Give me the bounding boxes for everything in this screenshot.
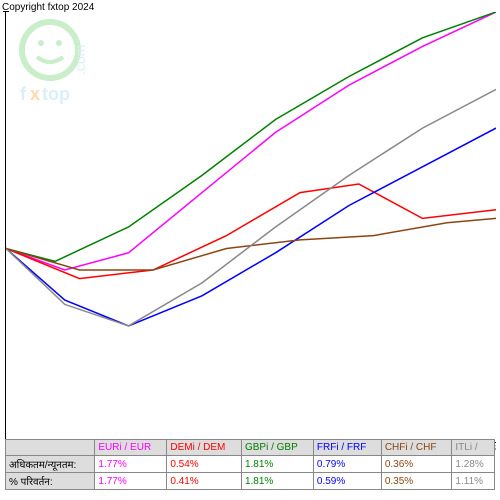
table-cell: 0.41% xyxy=(167,473,242,490)
svg-text:x: x xyxy=(30,84,40,104)
svg-text:f: f xyxy=(20,84,27,104)
table-cell: 0.35% xyxy=(381,473,452,490)
table-header: CHFi / CHF xyxy=(381,440,452,456)
watermark-logo: .com f x top xyxy=(5,15,115,105)
table-header: DEMi / DEM xyxy=(167,440,242,456)
table-header: GBPi / GBP xyxy=(241,440,313,456)
table-cell: 0.54% xyxy=(167,456,242,473)
svg-text:.com: .com xyxy=(72,45,88,75)
series-line xyxy=(6,184,496,279)
table-header: FRFi / FRF xyxy=(313,440,381,456)
series-line xyxy=(6,218,496,270)
table-cell: 1.81% xyxy=(241,456,313,473)
table-header xyxy=(6,440,95,456)
data-table-wrap: EURi / EURDEMi / DEMGBPi / GBPFRFi / FRF… xyxy=(5,439,495,490)
table-cell: 0.79% xyxy=(313,456,381,473)
table-header: ITLi / xyxy=(452,440,495,456)
data-table: EURi / EURDEMi / DEMGBPi / GBPFRFi / FRF… xyxy=(5,439,495,490)
table-cell: 1.77% xyxy=(95,456,167,473)
table-cell: 1.81% xyxy=(241,473,313,490)
table-cell: 1.77% xyxy=(95,473,167,490)
row-label: अधिकतम/न्यूनतम: xyxy=(6,456,95,473)
table-cell: 0.59% xyxy=(313,473,381,490)
table-cell: 1.28% xyxy=(452,456,495,473)
table-header: EURi / EUR xyxy=(95,440,167,456)
y-axis-tick xyxy=(3,11,9,12)
row-label: % परिवर्तन: xyxy=(6,473,95,490)
table-cell: 1.11% xyxy=(452,473,495,490)
series-line xyxy=(6,89,496,326)
svg-text:top: top xyxy=(42,84,70,104)
table-cell: 0.36% xyxy=(381,456,452,473)
